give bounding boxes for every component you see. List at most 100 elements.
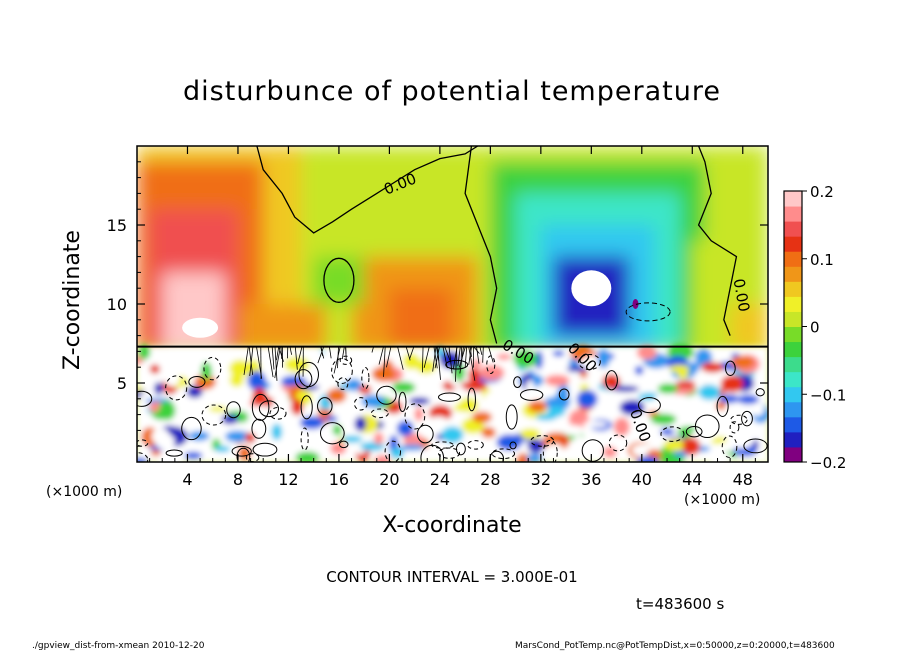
contour-lower — [685, 426, 703, 438]
lower-patch — [137, 457, 148, 462]
contour-wiggle — [488, 346, 494, 363]
lower-patch — [481, 426, 496, 439]
colorbar-tick-label: −0.2 — [810, 454, 846, 472]
contour-wiggle — [469, 346, 472, 357]
contour-wiggle — [371, 346, 374, 353]
lower-patch — [718, 394, 740, 404]
lower-patch — [579, 370, 588, 379]
contour-lower — [608, 434, 628, 452]
colorbar-segment — [784, 251, 802, 267]
chart-title: disturbunce of potential temperature — [183, 76, 721, 107]
contour-lower — [437, 447, 461, 459]
contour-zero-right — [697, 146, 738, 336]
contour-wiggle — [294, 346, 298, 370]
lower-patch — [415, 359, 437, 374]
colorbar-segment — [784, 416, 802, 433]
contour-wiggle — [289, 346, 292, 355]
lower-patch — [330, 441, 347, 455]
colorbar-segment — [784, 326, 802, 343]
x-tick-label: 44 — [682, 470, 702, 489]
contour-wiggle — [271, 346, 275, 370]
contour-wiggle — [386, 346, 392, 368]
contour-lower — [320, 422, 345, 445]
contour-lower — [660, 426, 685, 442]
contour-lower — [376, 385, 397, 405]
lower-patch — [528, 400, 548, 413]
lower-patch — [496, 353, 512, 361]
contour-lower — [181, 416, 202, 441]
colorbar-segment — [784, 341, 802, 358]
lower-patch — [396, 420, 414, 437]
lower-patch — [486, 398, 509, 407]
colorbar-segment — [784, 281, 802, 297]
contour-wiggle — [464, 346, 468, 369]
lower-patch — [408, 374, 430, 385]
lower-patch — [737, 394, 760, 405]
lower-patch — [280, 375, 307, 388]
lower-patch — [547, 406, 566, 417]
colorbar-tick-label: 0.1 — [810, 251, 834, 269]
lower-patch — [650, 413, 677, 425]
contour-lower — [542, 439, 558, 462]
contour-lower — [513, 376, 522, 388]
lower-patch — [544, 443, 565, 462]
lower-patch — [707, 452, 733, 462]
lower-patch — [568, 358, 580, 368]
x-tick-label: 16 — [329, 470, 349, 489]
contour-lower — [558, 388, 570, 401]
contour-lower — [331, 358, 353, 384]
contour-wiggle — [337, 346, 339, 369]
lower-patch — [319, 345, 348, 361]
colorbar-segment — [784, 431, 802, 448]
y-tick-label: 10 — [107, 295, 127, 314]
contour-lower — [252, 442, 278, 457]
field-patch — [730, 304, 768, 352]
x-axis-label: X-coordinate — [382, 513, 522, 538]
contour-interval-text: CONTOUR INTERVAL = 3.000E-01 — [326, 568, 578, 586]
contour-wiggle — [248, 346, 254, 375]
lower-patch — [611, 385, 639, 393]
colorbar-segment — [784, 311, 802, 327]
lower-patch — [310, 348, 323, 359]
contour-lower — [438, 392, 461, 402]
contour-lower — [509, 441, 517, 450]
colorbar-segment — [784, 356, 802, 373]
contour-lower — [370, 408, 389, 419]
lower-patch — [151, 428, 170, 445]
contour-lower — [404, 403, 426, 430]
contour-lower — [467, 387, 476, 412]
contour-wiggle — [479, 346, 483, 356]
contour-wiggle — [405, 346, 411, 361]
x-tick-label: 48 — [733, 470, 753, 489]
lower-patch — [573, 435, 584, 451]
lower-patch — [536, 388, 557, 399]
lower-patch — [399, 444, 425, 451]
small-low-patch — [632, 299, 639, 309]
lower-patch — [221, 414, 239, 425]
contour-wiggle — [448, 346, 453, 374]
contour-lower — [201, 404, 227, 426]
lower-patch — [582, 421, 608, 428]
lower-patch — [142, 369, 163, 386]
contour-wiggle — [432, 346, 437, 372]
lower-patch — [265, 386, 285, 399]
lower-layer — [137, 343, 768, 462]
footer-script-info: ./gpview_dist-from-xmean 2010-12-20 — [32, 641, 205, 651]
contour-lower — [137, 439, 149, 447]
x-tick-label: 8 — [233, 470, 243, 489]
contour-lower — [188, 375, 206, 388]
lower-patch — [545, 374, 570, 387]
contour-lower — [258, 400, 279, 418]
lower-patch — [750, 402, 765, 416]
colorbar-segment — [784, 266, 802, 282]
contour-lower — [716, 395, 729, 418]
colorbar-segment — [784, 191, 802, 207]
contour-label: 0.00 — [730, 277, 754, 313]
contour-wiggle — [328, 346, 332, 359]
lower-patch — [559, 436, 568, 444]
colorbar-tick-label: −0.1 — [810, 386, 846, 404]
lower-patch — [520, 428, 541, 440]
lower-patch — [414, 407, 424, 422]
lower-patch — [154, 382, 164, 395]
contour-lower — [269, 407, 287, 420]
